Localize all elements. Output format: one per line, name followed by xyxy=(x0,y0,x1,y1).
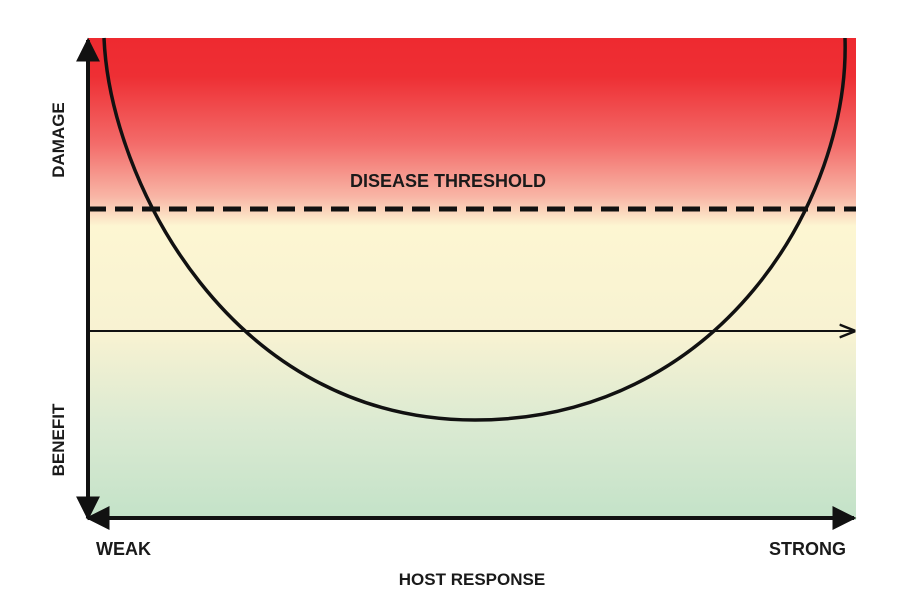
host-response-title: HOST RESPONSE xyxy=(399,570,545,589)
weak-label: WEAK xyxy=(96,539,151,559)
zone-background xyxy=(88,38,856,520)
strong-label: STRONG xyxy=(769,539,846,559)
damage-response-curve xyxy=(102,37,847,422)
damage-axis-label: DAMAGE xyxy=(49,102,68,178)
benefit-axis-label: BENEFIT xyxy=(49,403,68,476)
threshold-label: DISEASE THRESHOLD xyxy=(350,171,546,191)
